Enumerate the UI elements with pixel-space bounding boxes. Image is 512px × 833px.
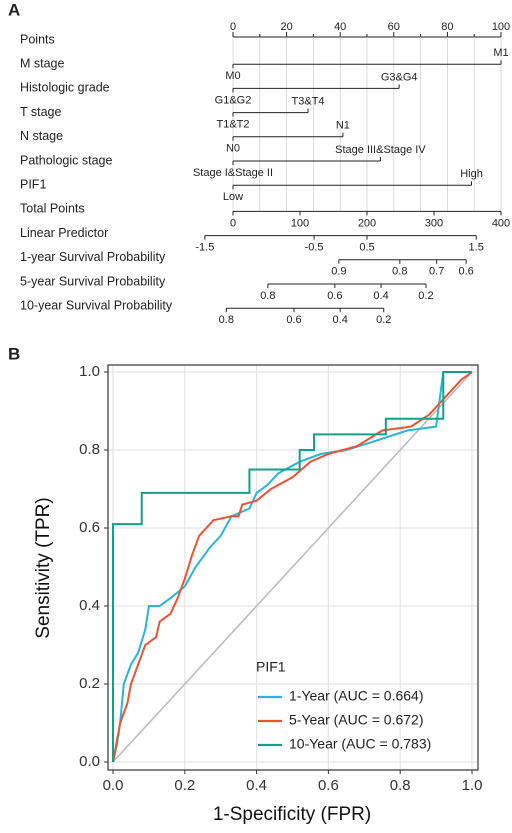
row-label: 5-year Survival Probability bbox=[20, 274, 166, 288]
y-tick-label: 0.6 bbox=[79, 519, 100, 536]
y-tick-label: 0.2 bbox=[79, 675, 100, 692]
panel-label: B bbox=[8, 344, 20, 363]
row-label: PIF1 bbox=[20, 177, 46, 191]
tick-label: 20 bbox=[280, 21, 292, 33]
row-label: Total Points bbox=[20, 202, 85, 216]
y-tick-label: 0.8 bbox=[79, 441, 100, 458]
level-label: High bbox=[460, 168, 483, 180]
level-label: G3&G4 bbox=[381, 71, 418, 83]
tick-label: 0.2 bbox=[376, 314, 391, 326]
y-tick-label: 0.0 bbox=[79, 753, 100, 770]
level-label: Stage III&Stage IV bbox=[335, 144, 426, 156]
y-axis-title: Sensitivity (TPR) bbox=[33, 497, 54, 638]
tick-label: 0.8 bbox=[219, 314, 234, 326]
tick-label: 0.6 bbox=[286, 314, 301, 326]
tick-label: 300 bbox=[425, 217, 443, 229]
level-label: T3&T4 bbox=[292, 96, 325, 108]
row-label: T stage bbox=[20, 105, 62, 119]
row-label: Histologic grade bbox=[20, 81, 110, 95]
legend-label: 10-Year (AUC = 0.783) bbox=[289, 736, 431, 752]
tick-label: 0.6 bbox=[327, 290, 342, 302]
tick-label: 100 bbox=[291, 217, 309, 229]
roc-curve bbox=[112, 371, 472, 763]
level-label: T1&T2 bbox=[216, 119, 249, 131]
y-tick-label: 1.0 bbox=[79, 363, 100, 380]
level-label: M0 bbox=[225, 70, 240, 82]
tick-label: 0.4 bbox=[333, 314, 348, 326]
level-label: Low bbox=[223, 191, 243, 203]
x-tick-label: 0.2 bbox=[174, 777, 195, 794]
tick-label: 400 bbox=[492, 217, 510, 229]
x-tick-label: 1.0 bbox=[462, 777, 483, 794]
tick-label: 0.7 bbox=[429, 266, 444, 278]
level-label: N1 bbox=[336, 120, 350, 132]
level-label: M1 bbox=[493, 47, 508, 59]
tick-label: 1.5 bbox=[469, 242, 484, 254]
tick-label: -0.5 bbox=[305, 242, 324, 254]
x-tick-label: 0.0 bbox=[103, 777, 124, 794]
tick-label: 80 bbox=[441, 21, 453, 33]
row-label: M stage bbox=[20, 56, 65, 70]
plot-frame bbox=[107, 364, 479, 771]
x-tick-label: 0.4 bbox=[246, 777, 267, 794]
row-label: 10-year Survival Probability bbox=[20, 298, 173, 312]
x-axis-title: 1-Specificity (FPR) bbox=[213, 804, 371, 825]
row-label: Pathologic stage bbox=[20, 153, 112, 167]
tick-label: 0.8 bbox=[260, 290, 275, 302]
level-label: N0 bbox=[226, 143, 240, 155]
tick-label: 40 bbox=[334, 21, 346, 33]
level-label: Stage I&Stage II bbox=[193, 167, 273, 179]
x-tick-label: 0.8 bbox=[390, 777, 411, 794]
tick-label: 0.9 bbox=[331, 266, 346, 278]
tick-label: 0.6 bbox=[459, 266, 474, 278]
legend-title: PIF1 bbox=[256, 659, 286, 675]
legend-label: 5-Year (AUC = 0.672) bbox=[289, 712, 424, 728]
tick-label: 0.5 bbox=[359, 242, 374, 254]
tick-label: 0.8 bbox=[392, 266, 407, 278]
tick-label: 0.2 bbox=[418, 290, 433, 302]
row-label: Points bbox=[20, 32, 55, 46]
tick-label: 200 bbox=[358, 217, 376, 229]
roc-curve bbox=[112, 371, 473, 763]
tick-label: 0.4 bbox=[373, 290, 388, 302]
tick-label: 100 bbox=[492, 21, 510, 33]
legend-label: 1-Year (AUC = 0.664) bbox=[289, 688, 424, 704]
y-tick-label: 0.4 bbox=[79, 597, 100, 614]
panel-label: A bbox=[8, 0, 20, 19]
level-label: G1&G2 bbox=[215, 94, 252, 106]
tick-label: 0 bbox=[230, 21, 236, 33]
tick-label: -1.5 bbox=[195, 242, 214, 254]
tick-label: 60 bbox=[388, 21, 400, 33]
x-tick-label: 0.6 bbox=[318, 777, 339, 794]
row-label: 1-year Survival Probability bbox=[20, 250, 166, 264]
reference-line bbox=[112, 371, 473, 763]
row-label: N stage bbox=[20, 129, 63, 143]
tick-label: 0 bbox=[230, 217, 236, 229]
row-label: Linear Predictor bbox=[20, 226, 108, 240]
roc-curve bbox=[112, 371, 472, 762]
